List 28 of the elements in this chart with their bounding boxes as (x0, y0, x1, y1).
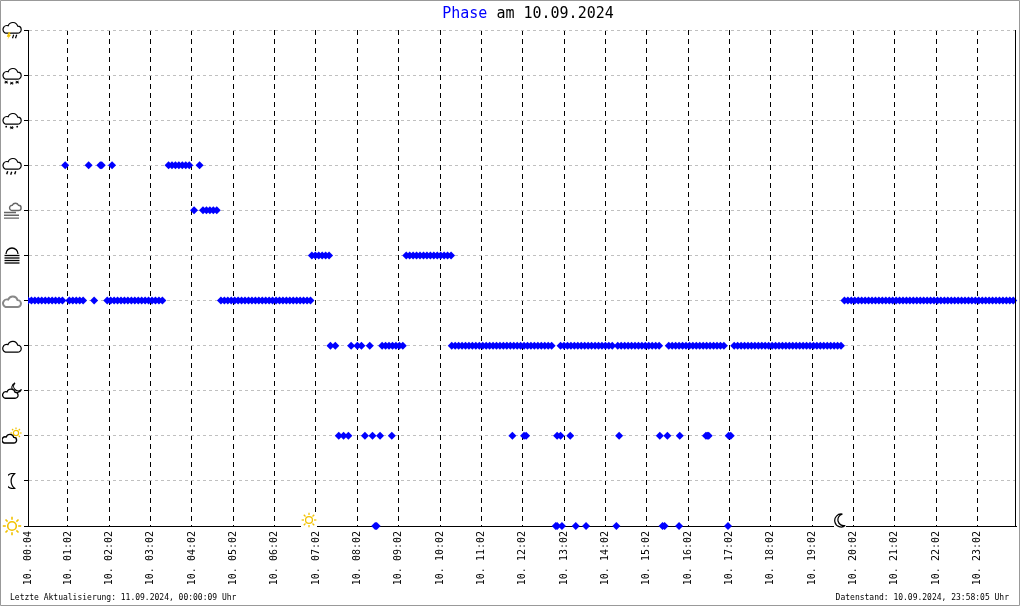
x-tick-label: 10. 08:02 (350, 531, 362, 586)
x-tick-label: 10. 07:02 (309, 531, 321, 586)
x-tick-label: 10. 13:02 (557, 531, 569, 586)
x-tick-label: 10. 16:02 (681, 531, 693, 586)
x-tick-label: 10. 12:02 (516, 531, 528, 586)
text: Phase (442, 4, 488, 22)
x-tick-label: 10. 21:02 (888, 531, 900, 586)
x-tick-label: 10. 23:02 (971, 531, 983, 586)
x-tick-label: 10. 10:02 (433, 531, 445, 586)
text: Letzte Aktualisierung: 11.09.2024, 00:00:09 Uhr (10, 593, 237, 603)
x-tick-label: 10. 20:02 (846, 531, 858, 586)
chart-title: am 10.09.2024 (496, 4, 614, 22)
x-tick-label: 10. 00:04 (21, 531, 33, 586)
x-tick-label: 10. 04:02 (185, 531, 197, 586)
x-tick-label: 10. 17:02 (722, 531, 734, 586)
x-tick-label: 10. 05:02 (226, 531, 238, 586)
x-tick-label: 10. 19:02 (805, 531, 817, 586)
x-tick-label: 10. 02:02 (102, 531, 114, 586)
x-tick-label: 10. 18:02 (764, 531, 776, 586)
x-tick-label: 10. 06:02 (268, 531, 280, 586)
x-tick-label: 10. 01:02 (61, 531, 73, 586)
x-tick-label: 10. 15:02 (640, 531, 652, 586)
x-tick-label: 10. 09:02 (392, 531, 404, 586)
x-tick-label: 10. 03:02 (144, 531, 156, 586)
x-tick-label: 10. 14:02 (598, 531, 610, 586)
x-tick-label: 10. 11:02 (474, 531, 486, 586)
x-tick-label: 10. 22:02 (929, 531, 941, 586)
text: Datenstand: 10.09.2024, 23:58:05 Uhr (835, 593, 1009, 603)
